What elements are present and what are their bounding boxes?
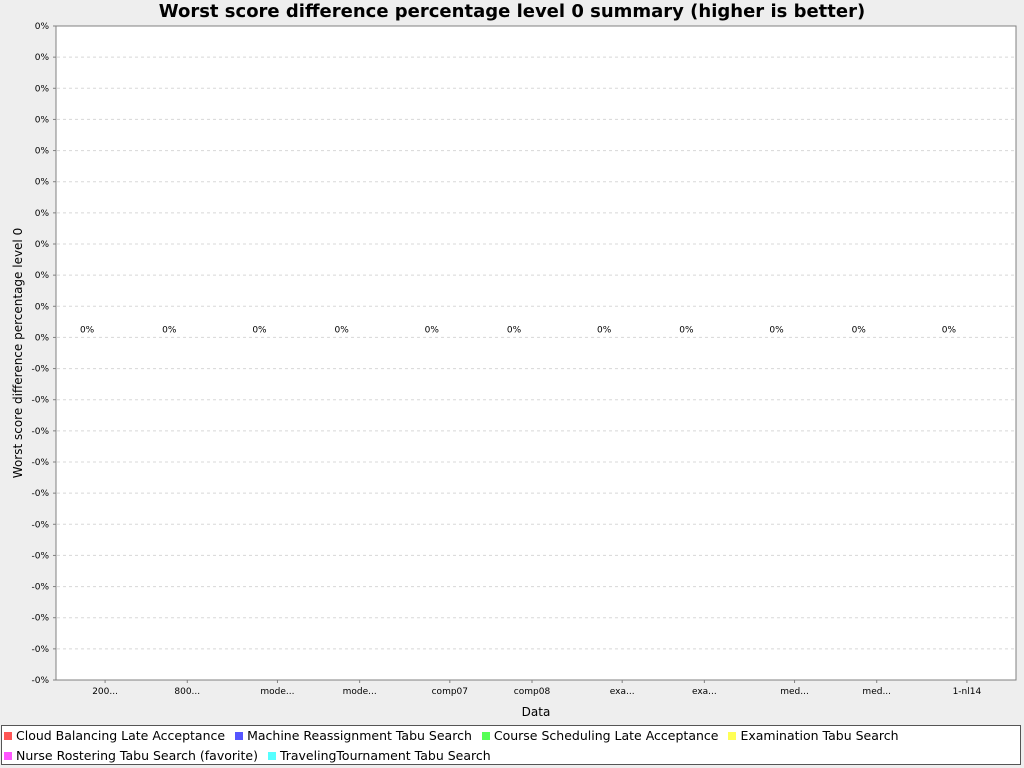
chart-legend: Cloud Balancing Late Acceptance Machine … xyxy=(1,725,1021,765)
y-tick-label: -0% xyxy=(31,489,49,499)
legend-swatch xyxy=(481,732,490,740)
x-tick-label: exa... xyxy=(692,687,717,697)
legend-swatch xyxy=(267,752,276,760)
legend-swatch xyxy=(728,732,737,740)
legend-label: Course Scheduling Late Acceptance xyxy=(493,728,719,743)
x-tick-label: mode... xyxy=(343,687,377,697)
legend-swatch xyxy=(235,732,244,740)
x-tick-label: comp07 xyxy=(432,687,468,697)
legend-item-traveling-tournament: TravelingTournament Tabu Search xyxy=(267,746,491,766)
y-tick-label: 0% xyxy=(35,147,50,157)
y-tick-label: 0% xyxy=(35,178,50,188)
y-tick-label: -0% xyxy=(31,458,49,468)
y-tick-label: -0% xyxy=(31,614,49,624)
chart-plot: 0% 0% 0% 0% 0% 0% 0% 0% 0% 0% 0% -0% -0% -0% -0% -0% -0%… xyxy=(11,22,1017,719)
legend-label: Nurse Rostering Tabu Search (favorite) xyxy=(16,748,258,763)
legend-row-1: Cloud Balancing Late Acceptance Machine … xyxy=(4,726,1018,746)
bar-value-label: 0% xyxy=(679,325,694,335)
y-tick-label: -0% xyxy=(31,583,49,593)
bar-value-label: 0% xyxy=(507,325,522,335)
y-tick-label: -0% xyxy=(31,396,49,406)
legend-swatch xyxy=(4,732,12,740)
bar-value-label: 0% xyxy=(252,325,267,335)
legend-item-machine-reassignment: Machine Reassignment Tabu Search xyxy=(235,726,472,746)
x-tick-label: med... xyxy=(780,687,809,697)
bar-value-label: 0% xyxy=(769,325,784,335)
bar-value-label: 0% xyxy=(942,325,957,335)
y-tick-label: 0% xyxy=(35,271,50,281)
bar-value-label: 0% xyxy=(80,325,95,335)
y-axis-label: Worst score difference percentage level … xyxy=(11,228,25,478)
x-tick-label: med... xyxy=(862,687,891,697)
y-tick-label: 0% xyxy=(35,333,50,343)
x-axis-label: Data xyxy=(522,705,551,719)
legend-label: Cloud Balancing Late Acceptance xyxy=(16,728,226,743)
x-tick-label: exa... xyxy=(610,687,635,697)
y-tick-label: 0% xyxy=(35,302,50,312)
legend-item-examination: Examination Tabu Search xyxy=(728,726,899,746)
legend-item-cloud-balancing: Cloud Balancing Late Acceptance xyxy=(4,726,225,746)
bar-value-label: 0% xyxy=(334,325,349,335)
y-tick-label: 0% xyxy=(35,22,50,32)
x-tick-label: comp08 xyxy=(514,687,551,697)
y-tick-label: 0% xyxy=(35,240,50,250)
y-tick-label: 0% xyxy=(35,53,50,63)
legend-label: TravelingTournament Tabu Search xyxy=(279,748,491,763)
legend-item-nurse-rostering: Nurse Rostering Tabu Search (favorite) xyxy=(4,746,258,766)
x-tick-label: mode... xyxy=(260,687,294,697)
plot-area xyxy=(55,25,1017,681)
y-tick-label: 0% xyxy=(35,209,50,219)
y-tick-label: -0% xyxy=(31,551,49,561)
y-tick-label: -0% xyxy=(31,520,49,530)
chart-title: Worst score difference percentage level … xyxy=(158,1,866,22)
y-tick-label: -0% xyxy=(31,676,49,686)
bar-value-label: 0% xyxy=(597,325,612,335)
y-tick-label: 0% xyxy=(35,115,50,125)
legend-label: Machine Reassignment Tabu Search xyxy=(247,728,472,743)
x-tick-label: 800... xyxy=(174,687,200,697)
legend-swatch xyxy=(4,752,12,760)
legend-label: Examination Tabu Search xyxy=(740,728,899,743)
x-tick-label: 1-nl14 xyxy=(953,687,982,697)
bar-value-label: 0% xyxy=(162,325,177,335)
y-tick-label: -0% xyxy=(31,365,49,375)
y-tick-label: -0% xyxy=(31,427,49,437)
bar-value-label: 0% xyxy=(852,325,867,335)
y-tick-label: 0% xyxy=(35,84,50,94)
x-tick-label: 200... xyxy=(92,687,118,697)
bar-value-label: 0% xyxy=(425,325,440,335)
y-tick-label: -0% xyxy=(31,645,49,655)
legend-item-course-scheduling: Course Scheduling Late Acceptance xyxy=(481,726,719,746)
legend-row-2: Nurse Rostering Tabu Search (favorite) T… xyxy=(4,746,1018,766)
